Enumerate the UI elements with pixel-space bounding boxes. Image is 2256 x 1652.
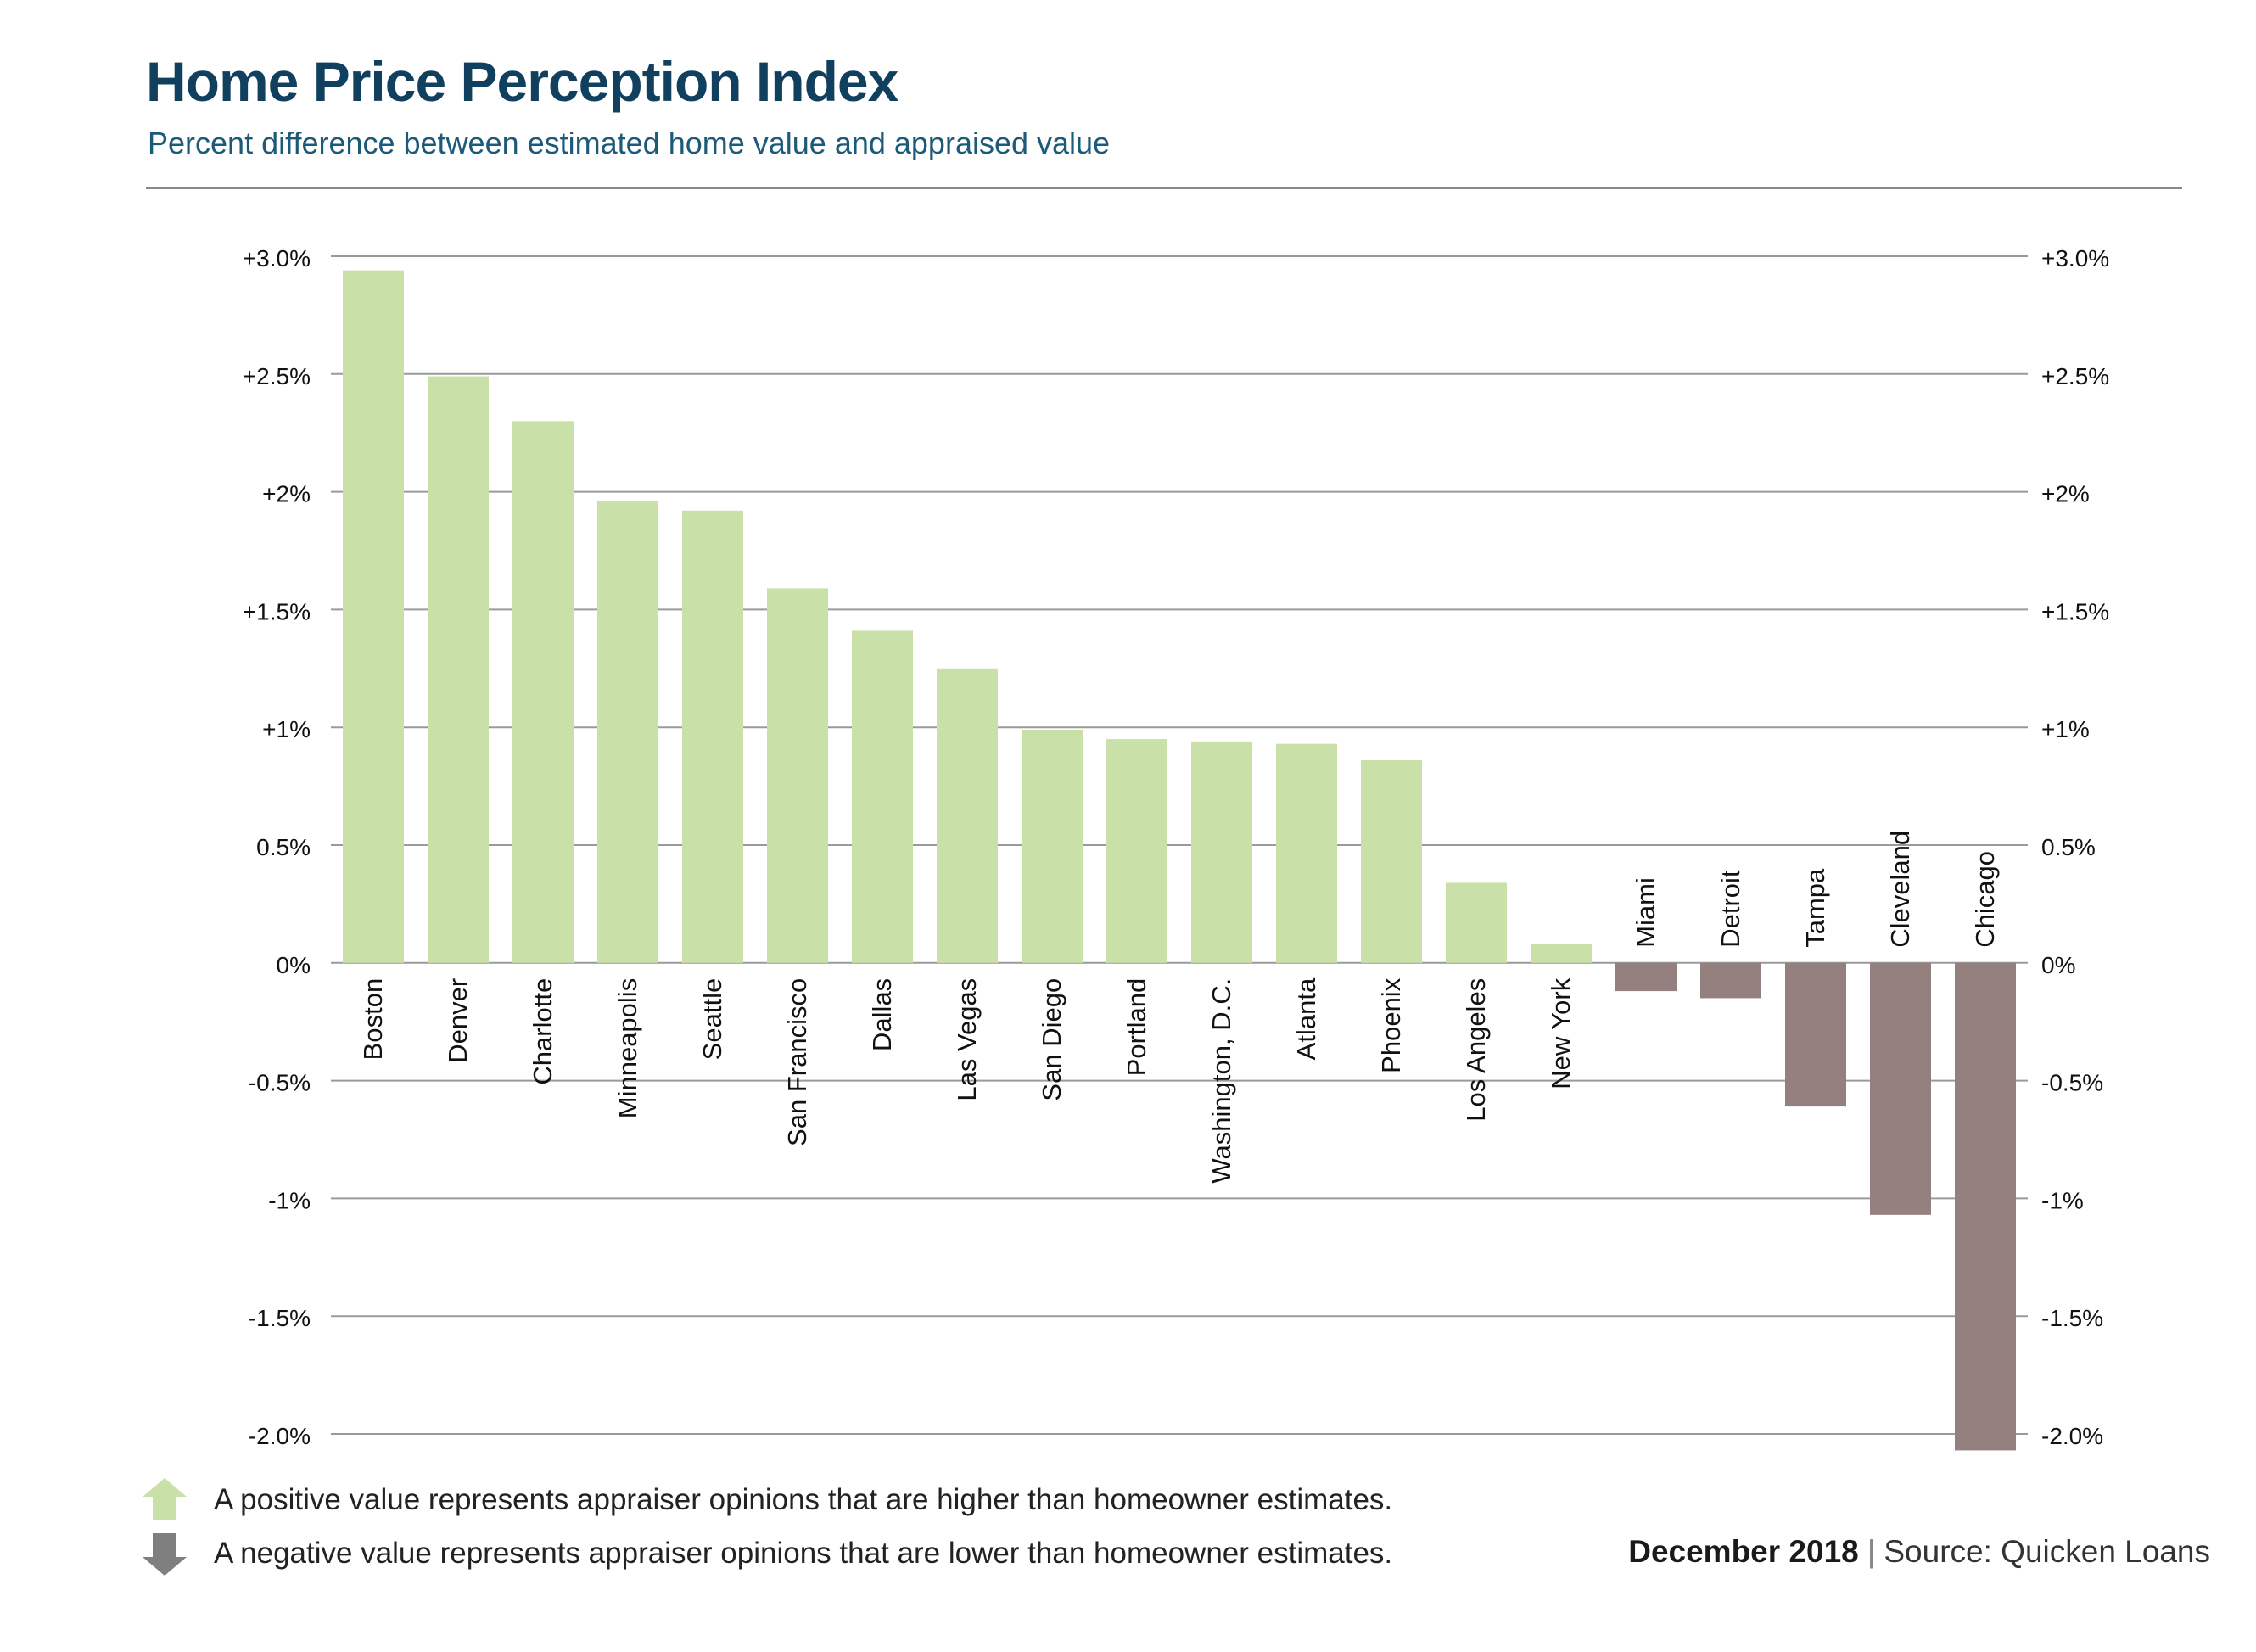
category-label: Dallas xyxy=(867,978,897,1051)
category-label: Seattle xyxy=(697,978,727,1061)
footer-separator: | xyxy=(1867,1534,1876,1569)
bar-las-vegas xyxy=(937,668,998,963)
category-label: Minneapolis xyxy=(613,978,642,1118)
category-label: Las Vegas xyxy=(952,978,982,1101)
y-tick-label-right: -2.0% xyxy=(2041,1423,2103,1449)
category-label: Cleveland xyxy=(1885,831,1915,948)
bar-denver xyxy=(428,376,489,963)
category-label: Denver xyxy=(443,978,473,1063)
bar-new-york xyxy=(1531,944,1592,963)
bars xyxy=(343,270,2016,1451)
bar-chicago xyxy=(1955,962,2016,1451)
y-tick-label-right: +1.5% xyxy=(2041,598,2109,624)
y-tick-label-left: 0% xyxy=(277,952,311,978)
footer-credit: December 2018 | Source: Quicken Loans xyxy=(1628,1534,2210,1570)
y-tick-label-left: +2.5% xyxy=(243,363,311,389)
category-label: Chicago xyxy=(1970,851,2000,948)
bar-seattle xyxy=(682,510,743,963)
y-tick-label-right: -1.5% xyxy=(2041,1305,2103,1331)
legend-negative-text: A negative value represents appraiser op… xyxy=(214,1537,1393,1570)
tick-labels: +3.0% +3.0% +2.5% +2.5% +2% +2% +1.5% +1.5% +1% +… xyxy=(243,245,2109,1449)
y-tick-label-right: 0.5% xyxy=(2041,834,2096,860)
bar-miami xyxy=(1615,962,1677,992)
header-divider xyxy=(146,187,2182,189)
category-label: San Diego xyxy=(1037,978,1066,1101)
y-tick-label-left: -1.5% xyxy=(249,1305,311,1331)
category-label: Washington, D.C. xyxy=(1206,978,1236,1184)
y-tick-label-right: -0.5% xyxy=(2041,1070,2103,1096)
y-tick-label-left: +3.0% xyxy=(243,245,311,272)
bar-washington-d-c xyxy=(1191,741,1252,963)
y-tick-label-left: -2.0% xyxy=(249,1423,311,1449)
bar-minneapolis xyxy=(597,501,658,963)
bar-cleveland xyxy=(1870,962,1931,1215)
y-tick-label-right: +2% xyxy=(2041,481,2090,507)
category-label: Portland xyxy=(1122,978,1151,1076)
legend-positive-text: A positive value represents appraiser op… xyxy=(214,1483,1393,1516)
y-tick-label-right: +2.5% xyxy=(2041,363,2109,389)
bar-portland xyxy=(1106,739,1167,963)
bar-san-francisco xyxy=(767,588,828,963)
up-arrow-icon xyxy=(143,1478,187,1520)
y-tick-label-left: -1% xyxy=(268,1187,311,1213)
bar-charlotte xyxy=(512,421,574,963)
y-tick-label-right: +3.0% xyxy=(2041,245,2109,272)
footer-source: Source: Quicken Loans xyxy=(1884,1534,2210,1569)
gridlines xyxy=(331,255,2028,1435)
legend-positive: A positive value represents appraiser op… xyxy=(143,1478,1392,1522)
chart-subtitle: Percent difference between estimated hom… xyxy=(148,126,1111,160)
y-tick-label-left: +1.5% xyxy=(243,598,311,624)
category-label: Los Angeles xyxy=(1461,978,1491,1122)
chart-title: Home Price Perception Index xyxy=(146,50,898,113)
y-tick-label-right: 0% xyxy=(2041,952,2075,978)
down-arrow-icon xyxy=(143,1533,187,1576)
bar-tampa xyxy=(1785,962,1846,1107)
bar-san-diego xyxy=(1022,729,1083,963)
bar-detroit xyxy=(1700,962,1761,999)
category-label: New York xyxy=(1546,977,1576,1089)
category-label: Detroit xyxy=(1716,870,1745,948)
category-label: Tampa xyxy=(1800,868,1830,948)
footer-date: December 2018 xyxy=(1628,1534,1859,1569)
category-label: San Francisco xyxy=(782,978,812,1146)
category-label: Miami xyxy=(1631,877,1660,948)
bar-boston xyxy=(343,270,404,963)
bar-dallas xyxy=(852,630,913,963)
y-tick-label-right: +1% xyxy=(2041,716,2090,742)
bar-atlanta xyxy=(1276,743,1337,963)
y-tick-label-left: 0.5% xyxy=(256,834,311,860)
y-tick-label-left: +1% xyxy=(262,716,311,742)
legend-negative: A negative value represents appraiser op… xyxy=(143,1532,1392,1576)
bar-phoenix xyxy=(1361,760,1422,963)
category-label: Atlanta xyxy=(1291,977,1321,1060)
y-tick-label-right: -1% xyxy=(2041,1187,2084,1213)
y-tick-label-left: -0.5% xyxy=(249,1070,311,1096)
category-label: Charlotte xyxy=(528,978,557,1085)
bar-los-angeles xyxy=(1446,882,1507,963)
y-tick-label-left: +2% xyxy=(262,481,311,507)
category-label: Boston xyxy=(358,978,388,1061)
category-label: Phoenix xyxy=(1376,977,1406,1073)
